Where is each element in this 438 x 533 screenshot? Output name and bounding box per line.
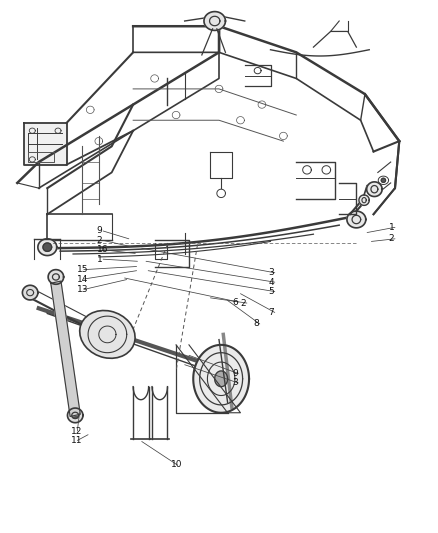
Text: 5: 5 xyxy=(268,287,274,296)
Text: 11: 11 xyxy=(71,436,82,445)
Text: 15: 15 xyxy=(78,265,89,274)
Polygon shape xyxy=(347,211,366,228)
Polygon shape xyxy=(359,195,369,205)
Text: 1: 1 xyxy=(389,223,394,232)
Polygon shape xyxy=(22,285,38,300)
Text: 8: 8 xyxy=(253,319,259,328)
Polygon shape xyxy=(204,12,226,30)
Text: 14: 14 xyxy=(78,274,89,284)
Text: 13: 13 xyxy=(78,285,89,294)
Polygon shape xyxy=(43,243,52,252)
Text: 2: 2 xyxy=(240,298,246,308)
Text: 3: 3 xyxy=(232,378,238,387)
Text: 9: 9 xyxy=(232,369,238,378)
Text: 2: 2 xyxy=(389,235,394,244)
Text: 2: 2 xyxy=(97,236,102,245)
Text: 12: 12 xyxy=(71,426,82,435)
Text: 6: 6 xyxy=(232,297,238,306)
Polygon shape xyxy=(215,371,228,386)
Text: 10: 10 xyxy=(171,461,182,470)
Ellipse shape xyxy=(80,311,135,358)
Polygon shape xyxy=(67,408,83,423)
Text: 9: 9 xyxy=(97,227,102,236)
Polygon shape xyxy=(72,412,79,418)
Text: 3: 3 xyxy=(268,268,274,277)
Polygon shape xyxy=(48,270,64,284)
Polygon shape xyxy=(367,182,382,197)
Text: 16: 16 xyxy=(97,245,108,254)
Polygon shape xyxy=(381,178,385,182)
Polygon shape xyxy=(38,239,57,255)
Text: 7: 7 xyxy=(268,308,274,317)
Polygon shape xyxy=(51,281,80,416)
Text: 1: 1 xyxy=(97,255,102,264)
Polygon shape xyxy=(193,345,249,413)
Text: 4: 4 xyxy=(268,278,274,287)
Polygon shape xyxy=(24,123,67,165)
